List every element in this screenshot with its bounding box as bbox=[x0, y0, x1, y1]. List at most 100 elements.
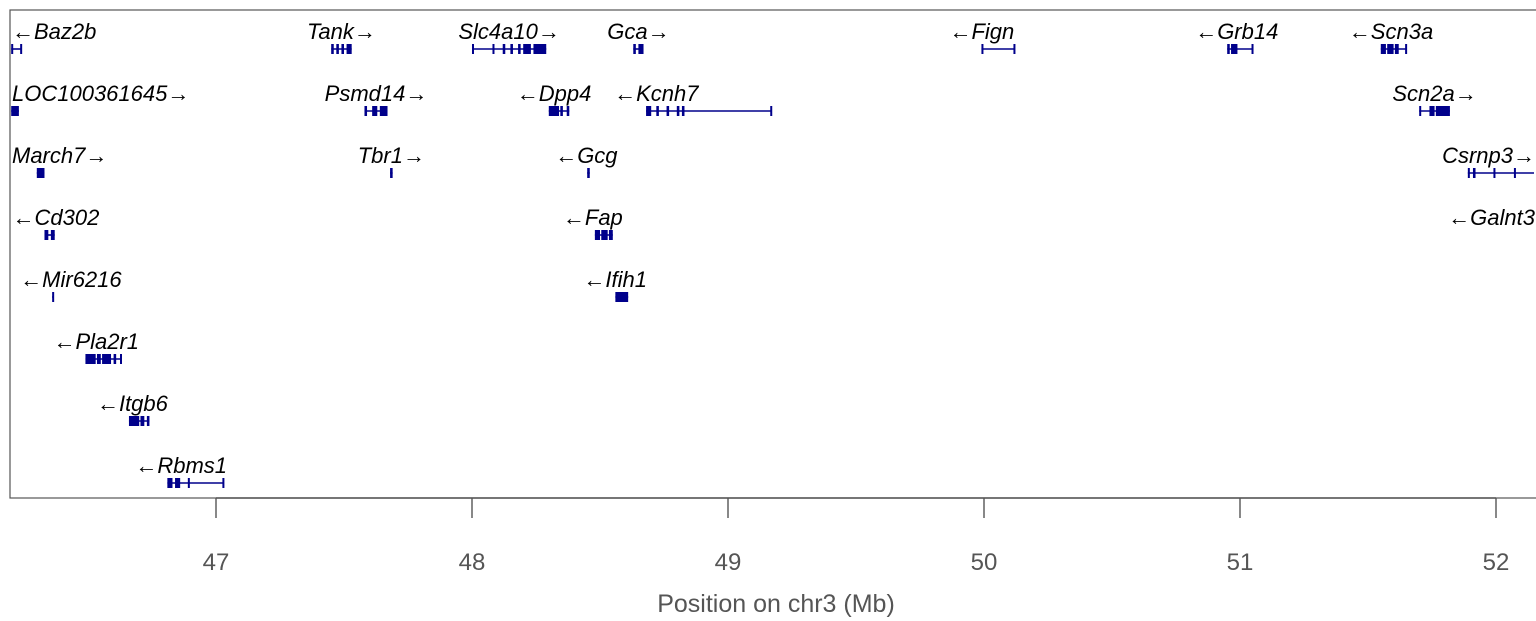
gene-label-scn2a: Scn2a→ bbox=[1392, 81, 1476, 106]
exon-pla2r1-4 bbox=[120, 354, 122, 364]
gene-csrnp3: Csrnp3→ bbox=[1442, 143, 1535, 178]
gene-label-galnt3: ←Galnt3 bbox=[1448, 205, 1536, 230]
genes-layer: ←Baz2b Tank→ Slc4a10→ Gca→ ←Fign ←Grb14 ←Scn3a… bbox=[11, 19, 1536, 488]
exon-slc4a10-6 bbox=[533, 44, 547, 54]
exon-cd302-0 bbox=[44, 230, 49, 240]
gene-fap: ←Fap bbox=[563, 205, 623, 240]
gene-gca: Gca→ bbox=[607, 19, 670, 54]
exon-baz2b-1 bbox=[20, 44, 23, 54]
exon-rbms1-0 bbox=[167, 478, 173, 488]
x-axis: 47 48 49 50 51 52 bbox=[203, 497, 1510, 576]
gene-label-psmd14: Psmd14→ bbox=[325, 81, 428, 106]
gene-dpp4: ←Dpp4 bbox=[517, 81, 592, 116]
exon-scn3a-1 bbox=[1387, 44, 1394, 54]
gene-label-scn3a: ←Scn3a bbox=[1349, 19, 1433, 44]
gene-rbms1: ←Rbms1 bbox=[135, 453, 227, 488]
exon-fap-2 bbox=[608, 230, 613, 240]
exon-fign-0 bbox=[981, 44, 984, 54]
x-tick-label-50: 50 bbox=[971, 549, 998, 576]
x-axis-title: Position on chr3 (Mb) bbox=[657, 590, 895, 618]
exon-csrnp3-0 bbox=[1467, 168, 1470, 178]
exon-rbms1-2 bbox=[187, 478, 190, 488]
gene-label-mir6216: ←Mir6216 bbox=[20, 267, 122, 292]
x-tick-label-52: 52 bbox=[1483, 549, 1510, 576]
exon-fign-1 bbox=[1013, 44, 1016, 54]
exon-psmd14-1 bbox=[372, 106, 378, 116]
gene-cd302: ←Cd302 bbox=[12, 205, 99, 240]
exon-slc4a10-4 bbox=[518, 44, 521, 54]
exon-psmd14-0 bbox=[364, 106, 368, 116]
exon-mir6216-0 bbox=[52, 292, 55, 302]
gene-label-pla2r1: ←Pla2r1 bbox=[53, 329, 139, 354]
gene-grb14: ←Grb14 bbox=[1195, 19, 1278, 54]
gene-gcg: ←Gcg bbox=[555, 143, 618, 178]
exon-kcnh7-1 bbox=[656, 106, 659, 116]
gene-march7: March7→ bbox=[12, 143, 107, 178]
exon-cd302-1 bbox=[50, 230, 55, 240]
exon-slc4a10-3 bbox=[510, 44, 513, 54]
gene-label-rbms1: ←Rbms1 bbox=[135, 453, 227, 478]
exon-rbms1-3 bbox=[222, 478, 225, 488]
gene-label-itgb6: ←Itgb6 bbox=[97, 391, 169, 416]
exon-itgb6-0 bbox=[128, 416, 140, 426]
gene-pla2r1: ←Pla2r1 bbox=[53, 329, 139, 364]
exon-scn3a-2 bbox=[1394, 44, 1399, 54]
x-tick-label-47: 47 bbox=[203, 549, 230, 576]
gene-label-tbr1: Tbr1→ bbox=[358, 143, 425, 168]
gene-psmd14: Psmd14→ bbox=[325, 81, 428, 116]
x-tick-label-48: 48 bbox=[459, 549, 486, 576]
exon-fap-1 bbox=[601, 230, 608, 240]
exon-slc4a10-1 bbox=[492, 44, 495, 54]
exon-march7-0 bbox=[36, 168, 45, 178]
exon-scn2a-1 bbox=[1429, 106, 1435, 116]
exon-grb14-2 bbox=[1251, 44, 1254, 54]
exon-kcnh7-5 bbox=[770, 106, 773, 116]
exon-grb14-0 bbox=[1227, 44, 1230, 54]
exon-csrnp3-3 bbox=[1513, 168, 1516, 178]
exon-scn3a-0 bbox=[1380, 44, 1386, 54]
gene-label-baz2b: ←Baz2b bbox=[12, 19, 96, 44]
exon-rbms1-1 bbox=[175, 478, 181, 488]
exon-dpp4-1 bbox=[560, 106, 563, 116]
exon-tank-1 bbox=[336, 44, 339, 54]
exon-kcnh7-2 bbox=[666, 106, 670, 116]
exon-pla2r1-2 bbox=[102, 354, 112, 364]
exon-kcnh7-4 bbox=[681, 106, 685, 116]
gene-loc100361645: LOC100361645→ bbox=[11, 81, 189, 116]
gene-label-csrnp3: Csrnp3→ bbox=[1442, 143, 1535, 168]
plot-frame bbox=[9, 9, 1536, 499]
exon-csrnp3-1 bbox=[1472, 168, 1476, 178]
x-tick-label-51: 51 bbox=[1227, 549, 1254, 576]
exon-kcnh7-0 bbox=[646, 106, 652, 116]
gene-kcnh7: ←Kcnh7 bbox=[614, 81, 773, 116]
exon-fap-0 bbox=[594, 230, 600, 240]
gene-label-loc100361645: LOC100361645→ bbox=[12, 81, 189, 106]
exon-tank-3 bbox=[346, 44, 352, 54]
exon-csrnp3-2 bbox=[1493, 168, 1496, 178]
exon-grb14-1 bbox=[1231, 44, 1238, 54]
exon-itgb6-2 bbox=[146, 416, 150, 426]
gene-scn3a: ←Scn3a bbox=[1349, 19, 1433, 54]
x-tick-label-49: 49 bbox=[715, 549, 742, 576]
exon-pla2r1-1 bbox=[96, 354, 101, 364]
exon-gca-0 bbox=[633, 44, 636, 54]
exon-slc4a10-2 bbox=[502, 44, 506, 54]
exon-tbr1-0 bbox=[390, 168, 393, 178]
exon-slc4a10-5 bbox=[523, 44, 531, 54]
exon-ifih1-0 bbox=[615, 292, 629, 302]
exon-kcnh7-3 bbox=[676, 106, 680, 116]
gene-label-fign: ←Fign bbox=[949, 19, 1014, 44]
gene-tbr1: Tbr1→ bbox=[358, 143, 425, 178]
gene-galnt3: ←Galnt3 bbox=[1448, 205, 1536, 230]
gene-mir6216: ←Mir6216 bbox=[20, 267, 122, 302]
exon-gca-1 bbox=[638, 44, 644, 54]
gene-slc4a10: Slc4a10→ bbox=[458, 19, 560, 54]
gene-label-dpp4: ←Dpp4 bbox=[517, 81, 592, 106]
exon-slc4a10-0 bbox=[472, 44, 474, 54]
gene-label-cd302: ←Cd302 bbox=[12, 205, 99, 230]
exon-scn2a-0 bbox=[1419, 106, 1422, 116]
gene-label-fap: ←Fap bbox=[563, 205, 623, 230]
gene-label-kcnh7: ←Kcnh7 bbox=[614, 81, 699, 106]
gene-label-gca: Gca→ bbox=[607, 19, 669, 44]
exon-dpp4-0 bbox=[548, 106, 560, 116]
